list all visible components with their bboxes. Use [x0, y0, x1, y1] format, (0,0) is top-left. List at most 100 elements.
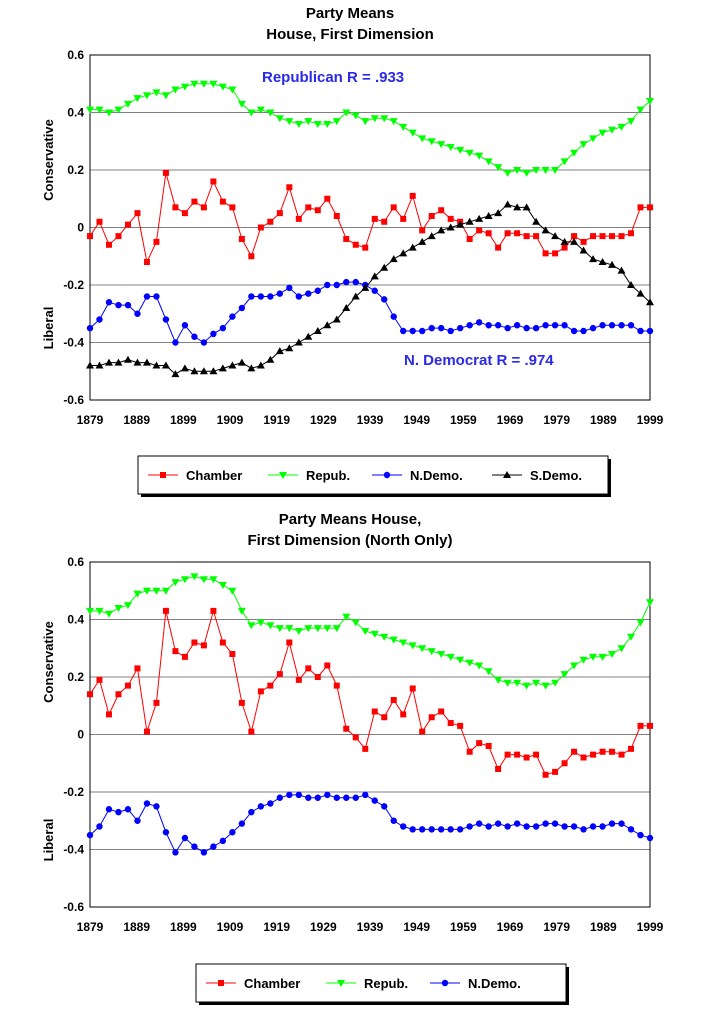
- data-point-chamber: [590, 233, 597, 240]
- data-point-n-demo: [153, 803, 160, 810]
- y-tick-labels: 0.6 0.4 0.2 0 -0.2 -0.4 -0.6: [63, 48, 84, 407]
- annotation-n-democrat: N. Democrat R = .974: [404, 352, 554, 369]
- data-point-n-demo: [504, 324, 511, 332]
- x-tick-labels: 1879 1889 1899 1909 1919 1929 1939 1949 …: [77, 920, 664, 934]
- data-point-repub: [123, 602, 132, 610]
- data-point-chamber: [457, 722, 464, 729]
- data-point-repub: [285, 625, 294, 633]
- data-point-repub: [351, 112, 360, 120]
- legend-marker: [279, 472, 287, 479]
- data-point-n-demo: [134, 310, 141, 317]
- legend-marker: [337, 980, 345, 987]
- x-tick-label: 1909: [217, 920, 244, 934]
- data-point-repub: [323, 625, 332, 633]
- data-point-chamber: [599, 748, 606, 755]
- data-point-chamber: [561, 244, 568, 251]
- x-tick-label: 1929: [310, 920, 337, 934]
- data-point-chamber: [628, 230, 635, 237]
- legend-item-n-demo: N.Demo.: [430, 976, 521, 991]
- data-point-s-demo: [408, 243, 417, 251]
- data-point-s-demo: [209, 367, 218, 375]
- data-point-repub: [541, 682, 550, 690]
- data-point-s-demo: [532, 217, 541, 225]
- data-point-chamber: [495, 766, 502, 772]
- data-point-chamber: [390, 204, 397, 211]
- data-point-s-demo: [446, 223, 455, 231]
- x-tick-label: 1969: [497, 920, 524, 934]
- data-point-n-demo: [305, 794, 312, 801]
- data-point-repub: [275, 115, 284, 123]
- data-point-chamber: [485, 743, 492, 749]
- data-point-repub: [161, 587, 170, 595]
- data-point-chamber: [609, 233, 616, 240]
- data-point-repub: [256, 619, 265, 627]
- data-point-repub: [199, 80, 208, 88]
- data-point-chamber: [229, 651, 236, 657]
- data-point-repub: [570, 149, 579, 157]
- x-tick-label: 1929: [310, 413, 337, 427]
- data-point-chamber: [96, 218, 103, 225]
- data-point-repub: [513, 679, 522, 687]
- data-point-s-demo: [636, 289, 645, 297]
- data-point-s-demo: [646, 298, 654, 306]
- data-point-n-demo: [570, 823, 578, 830]
- data-point-n-demo: [428, 826, 435, 833]
- data-point-n-demo: [589, 823, 597, 830]
- legend-marker: [218, 980, 224, 986]
- data-point-repub: [285, 118, 294, 126]
- data-point-s-demo: [456, 220, 465, 228]
- data-point-chamber: [381, 714, 388, 721]
- data-point-n-demo: [172, 339, 179, 346]
- data-point-chamber: [609, 748, 616, 755]
- data-point-repub: [133, 590, 142, 598]
- series-group: [86, 80, 654, 378]
- data-point-n-demo: [532, 823, 540, 830]
- data-point-n-demo: [143, 800, 151, 807]
- legend-box: [195, 963, 567, 1003]
- chart-title-line-1: Party Means: [306, 5, 394, 22]
- data-point-s-demo: [285, 344, 294, 352]
- series-repub: [86, 573, 654, 690]
- data-point-repub: [456, 146, 465, 154]
- y-tick-label: 0.2: [67, 163, 84, 177]
- data-point-n-demo: [494, 322, 502, 329]
- data-point-repub: [180, 576, 189, 584]
- data-point-repub: [104, 610, 113, 618]
- data-point-n-demo: [561, 823, 568, 830]
- data-point-repub: [133, 95, 142, 103]
- x-tick-label: 1939: [357, 413, 384, 427]
- data-point-s-demo: [294, 338, 303, 346]
- data-point-s-demo: [247, 364, 256, 372]
- data-point-repub: [636, 619, 645, 627]
- data-point-s-demo: [484, 212, 493, 219]
- data-point-s-demo: [114, 358, 123, 366]
- data-point-repub: [503, 679, 512, 687]
- data-point-n-demo: [513, 820, 521, 827]
- legend-item-repub: Repub.: [268, 468, 350, 483]
- data-point-repub: [427, 138, 436, 146]
- y-tick-label: 0.4: [67, 613, 84, 627]
- series-repub: [86, 80, 654, 177]
- data-point-chamber: [87, 691, 93, 698]
- series-n-demo: [86, 791, 654, 856]
- data-point-n-demo: [646, 327, 654, 335]
- data-point-s-demo: [437, 226, 446, 234]
- data-point-n-demo: [324, 791, 331, 799]
- x-tick-label: 1999: [637, 920, 664, 934]
- data-point-repub: [114, 106, 123, 114]
- data-point-s-demo: [313, 327, 322, 334]
- data-point-n-demo: [570, 327, 578, 335]
- data-point-n-demo: [627, 826, 635, 833]
- x-tick-label: 1939: [357, 920, 384, 934]
- y-tick-label: 0.4: [67, 106, 84, 120]
- data-point-n-demo: [295, 791, 303, 799]
- data-point-chamber: [637, 204, 644, 211]
- data-point-n-demo: [96, 823, 103, 830]
- data-point-repub: [152, 89, 161, 97]
- data-point-n-demo: [475, 319, 483, 326]
- data-point-n-demo: [419, 826, 426, 833]
- data-point-repub: [218, 582, 227, 589]
- data-point-n-demo: [466, 322, 473, 329]
- data-point-chamber: [295, 215, 302, 222]
- data-point-n-demo: [599, 823, 606, 830]
